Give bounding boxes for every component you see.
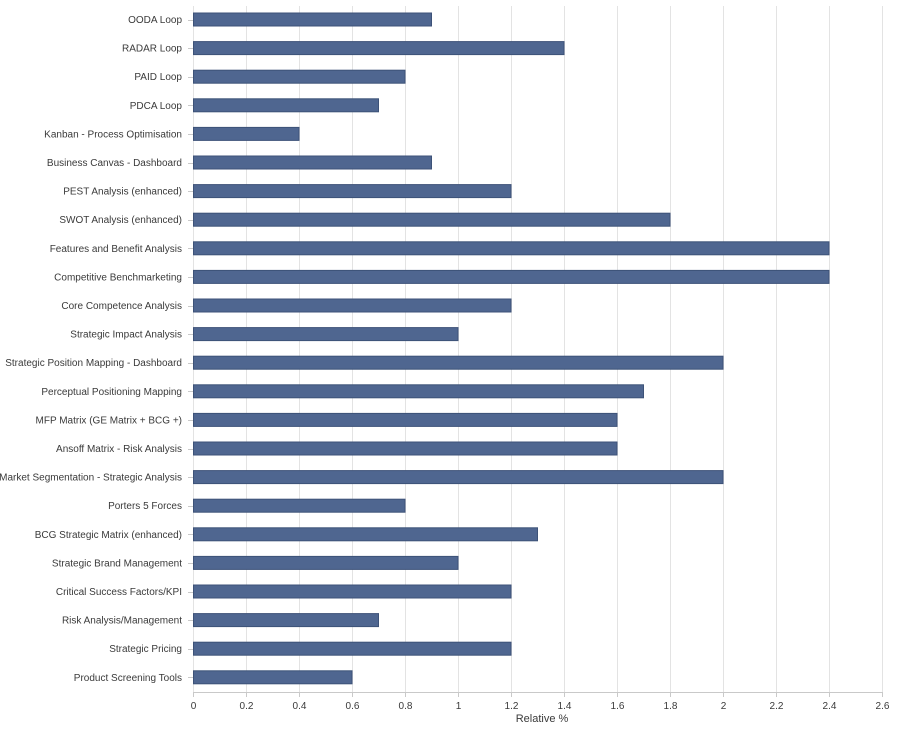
x-tick-label: 0.6 [346, 701, 360, 712]
x-tick-label: 1.8 [664, 701, 678, 712]
bar [193, 126, 300, 141]
bar [193, 298, 512, 313]
category-label: Product Screening Tools [74, 673, 182, 684]
grid-lines [193, 6, 883, 692]
bar [193, 441, 618, 456]
category-label: Ansoff Matrix - Risk Analysis [56, 444, 182, 455]
bar [193, 12, 432, 27]
x-tick-label: 0.8 [399, 701, 413, 712]
bar [193, 41, 565, 56]
category-label: Business Canvas - Dashboard [47, 158, 182, 169]
category-label: Strategic Brand Management [52, 558, 182, 569]
bar [193, 69, 406, 84]
bar [193, 498, 406, 513]
category-label: MFP Matrix (GE Matrix + BCG +) [36, 415, 183, 426]
category-label: Strategic Pricing [109, 644, 182, 655]
x-tick-label: 1 [456, 701, 462, 712]
category-label: Competitive Benchmarketing [54, 272, 182, 283]
category-label: RADAR Loop [122, 44, 182, 55]
bar [193, 584, 512, 599]
bar [193, 98, 379, 113]
x-tick-label: 1.2 [505, 701, 519, 712]
bar [193, 470, 724, 485]
bar [193, 670, 353, 685]
bar [193, 412, 618, 427]
category-label: Porters 5 Forces [108, 501, 182, 512]
bar [193, 613, 379, 628]
category-label: SWOT Analysis (enhanced) [59, 215, 182, 226]
bar [193, 555, 459, 570]
bar [193, 527, 538, 542]
bar [193, 184, 512, 199]
category-label: Risk Analysis/Management [62, 616, 182, 627]
x-tick-label: 2.2 [770, 701, 784, 712]
category-label: Strategic Position Mapping - Dashboard [5, 358, 182, 369]
x-axis-title: Relative % [516, 713, 569, 725]
x-tick-label: 2 [721, 701, 727, 712]
x-tick-label: 2.4 [823, 701, 837, 712]
category-labels: OODA Loop RADAR Loop PAID Loop PDCA Loop Kan… [0, 15, 193, 684]
x-tick-label: 0.2 [240, 701, 254, 712]
category-label: Core Competence Analysis [61, 301, 182, 312]
x-tick-label: 1.6 [611, 701, 625, 712]
category-label: Market Segmentation - Strategic Analysis [0, 473, 182, 484]
x-tick-label: 0.4 [293, 701, 307, 712]
category-label: OODA Loop [128, 15, 182, 26]
category-label: PEST Analysis (enhanced) [63, 187, 182, 198]
category-label: Critical Success Factors/KPI [56, 587, 182, 598]
bar [193, 155, 432, 170]
bar [193, 212, 671, 227]
category-label: PAID Loop [134, 72, 182, 83]
category-label: Perceptual Positioning Mapping [41, 387, 182, 398]
bar [193, 641, 512, 656]
category-label: BCG Strategic Matrix (enhanced) [35, 530, 182, 541]
bar [193, 355, 724, 370]
bar [193, 269, 830, 284]
x-axis: 0 0.2 0.4 0.6 0.8 1 1.2 1.4 1.6 1.8 2 2.2 2.4 2.6 [191, 692, 890, 712]
category-label: Kanban - Process Optimisation [44, 129, 182, 140]
x-tick-label: 1.4 [558, 701, 572, 712]
x-tick-label: 0 [191, 701, 197, 712]
category-label: PDCA Loop [130, 101, 183, 112]
category-label: Strategic Impact Analysis [70, 330, 182, 341]
x-tick-label: 2.6 [876, 701, 890, 712]
bar [193, 384, 644, 399]
bars [193, 12, 830, 685]
bar [193, 241, 830, 256]
category-label: Features and Benefit Analysis [50, 244, 182, 255]
bar [193, 327, 459, 342]
